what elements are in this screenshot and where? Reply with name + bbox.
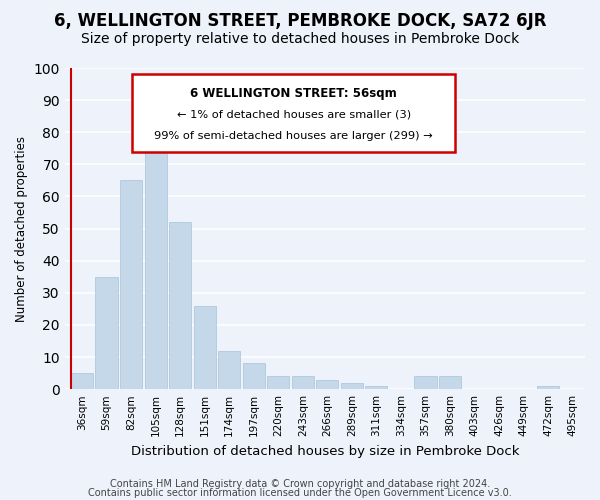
Bar (267, 376, 289, 389)
X-axis label: Distribution of detached houses by size in Pembroke Dock: Distribution of detached houses by size … (131, 444, 519, 458)
Bar (71, 373, 93, 389)
Bar (292, 376, 314, 389)
Bar (95, 277, 118, 389)
Bar (218, 350, 240, 389)
Bar (439, 376, 461, 389)
Bar (316, 380, 338, 389)
Text: 6 WELLINGTON STREET: 56sqm: 6 WELLINGTON STREET: 56sqm (190, 88, 397, 101)
Bar (120, 180, 142, 389)
Text: Contains public sector information licensed under the Open Government Licence v3: Contains public sector information licen… (88, 488, 512, 498)
Bar (145, 142, 167, 389)
Bar (365, 386, 388, 389)
Text: Contains HM Land Registry data © Crown copyright and database right 2024.: Contains HM Land Registry data © Crown c… (110, 479, 490, 489)
Y-axis label: Number of detached properties: Number of detached properties (15, 136, 28, 322)
Text: 6, WELLINGTON STREET, PEMBROKE DOCK, SA72 6JR: 6, WELLINGTON STREET, PEMBROKE DOCK, SA7… (54, 12, 546, 30)
Bar (415, 376, 437, 389)
Text: 99% of semi-detached houses are larger (299) →: 99% of semi-detached houses are larger (… (154, 130, 433, 140)
Bar (537, 386, 559, 389)
Bar (242, 364, 265, 389)
Text: ← 1% of detached houses are smaller (3): ← 1% of detached houses are smaller (3) (176, 110, 411, 120)
Bar (169, 222, 191, 389)
Bar (194, 306, 216, 389)
FancyBboxPatch shape (133, 74, 455, 152)
Bar (341, 383, 363, 389)
Text: Size of property relative to detached houses in Pembroke Dock: Size of property relative to detached ho… (81, 32, 519, 46)
